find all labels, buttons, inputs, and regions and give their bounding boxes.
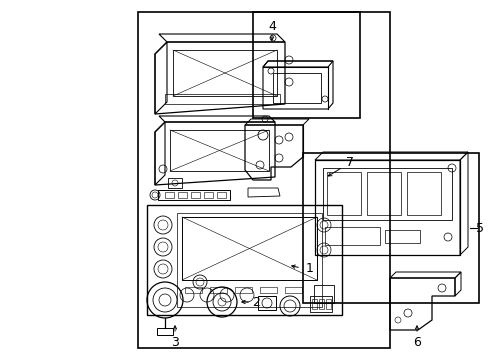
Bar [164,94,280,104]
Bar [203,192,213,198]
Bar [209,287,226,293]
Bar [366,172,400,215]
Bar [326,172,360,215]
Bar [325,299,330,309]
Bar [260,287,276,293]
Bar [177,213,321,307]
Bar [157,328,173,335]
Text: 1: 1 [305,261,313,274]
Bar [384,230,419,243]
Text: 5: 5 [475,221,483,234]
Text: 7: 7 [346,156,353,168]
Bar [164,192,174,198]
Text: 4: 4 [267,20,275,33]
Bar [303,153,478,303]
Bar [191,192,200,198]
Bar [138,12,389,348]
Bar [173,50,276,96]
Bar [406,172,440,215]
Bar [170,130,268,171]
Bar [217,192,225,198]
Bar [311,299,316,309]
Bar [184,287,202,293]
Bar [285,287,302,293]
Text: 2: 2 [251,296,259,309]
Bar [272,73,320,103]
Bar [178,192,186,198]
Bar [318,299,324,309]
Bar [252,12,359,118]
Bar [325,227,379,245]
Bar [235,287,251,293]
Text: 3: 3 [171,336,179,348]
Bar [323,168,451,220]
Bar [182,217,316,280]
Text: 6: 6 [412,336,420,348]
